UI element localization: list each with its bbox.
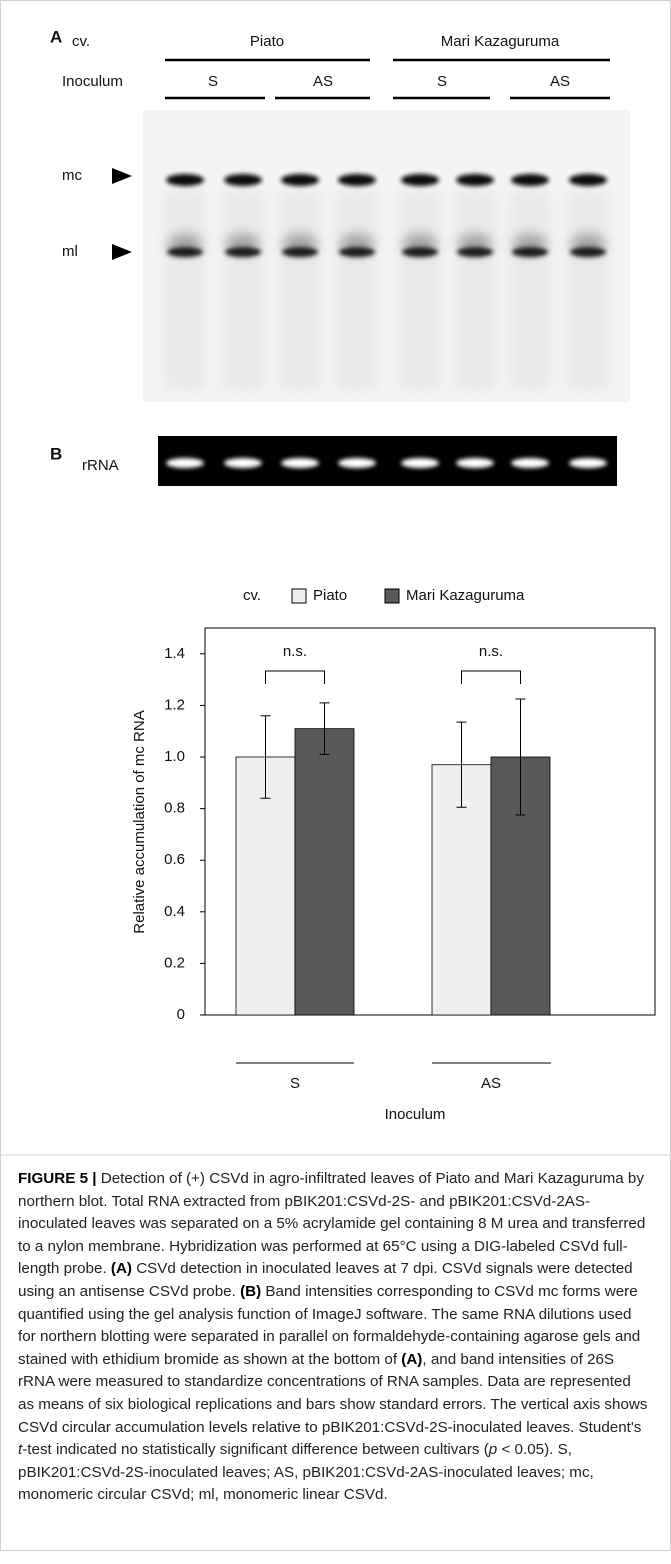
mc-band [281,174,319,186]
significance-label: n.s. [479,643,503,660]
band-label: ml [62,243,78,260]
ml-band [167,247,203,257]
inoculum: S [208,73,218,90]
y-tick-label: 1.0 [164,748,185,765]
ml-band [282,247,318,257]
smear [165,190,205,390]
y-tick-label: 0.4 [164,903,185,920]
caption-run: -test indicated no statistically signifi… [22,1441,489,1458]
rrna-band [338,458,376,468]
inoculum: AS [313,73,333,90]
y-tick-label: 0.8 [164,800,185,817]
smear [400,190,440,390]
y-tick-label: 0 [177,1006,185,1023]
legend-label: Piato [313,587,347,604]
ml-band [225,247,261,257]
smear [568,190,608,390]
smear [337,190,377,390]
smear [223,190,263,390]
y-axis-title: Relative accumulation of mc RNA [131,710,148,933]
rrna-band [224,458,262,468]
mc-band [456,174,494,186]
ml-band [457,247,493,257]
legend-label: Mari Kazaguruma [406,587,525,604]
inoculum: AS [550,73,570,90]
smear [455,190,495,390]
x-axis-title: Inoculum [385,1106,446,1123]
mc-band [338,174,376,186]
panel-label: B [50,444,62,463]
smear [280,190,320,390]
lane-label: rRNA [82,457,119,474]
rrna-band [401,458,439,468]
ml-band [570,247,606,257]
bar [295,729,354,1015]
y-tick-label: 1.4 [164,645,185,662]
caption-run: p [489,1441,497,1458]
legend-swatch [385,589,399,603]
page: {"panel_a": {"label": "A", "cv_label": "… [0,0,671,1564]
caption-run: FIGURE 5 | [18,1170,97,1187]
legend-title: cv. [243,587,261,604]
caption-run: (A) [111,1260,132,1277]
band-label: mc [62,167,82,184]
caption-run: (B) [240,1283,261,1300]
inoculum-label: Inoculum [62,73,123,90]
y-tick-label: 0.6 [164,851,185,868]
mc-band [401,174,439,186]
cultivar-label: Piato [250,33,284,50]
smear [510,190,550,390]
figure-caption: FIGURE 5 | Detection of (+) CSVd in agro… [18,1168,650,1507]
rrna-band [281,458,319,468]
significance-bracket [266,671,325,684]
rrna-band [166,458,204,468]
x-tick-label: S [290,1075,300,1092]
significance-label: n.s. [283,643,307,660]
cv-label: cv. [72,33,90,50]
rrna-band [511,458,549,468]
rrna-band [569,458,607,468]
ml-band [512,247,548,257]
mc-band [511,174,549,186]
blot-membrane [143,110,630,402]
y-tick-label: 1.2 [164,696,185,713]
inoculum: S [437,73,447,90]
ml-band [339,247,375,257]
mc-band [224,174,262,186]
rrna-band [456,458,494,468]
mc-band [569,174,607,186]
x-tick-label: AS [481,1075,501,1092]
y-tick-label: 0.2 [164,954,185,971]
band-arrow [112,244,132,260]
legend-swatch [292,589,306,603]
panel-label: A [50,27,62,46]
band-arrow [112,168,132,184]
ml-band [402,247,438,257]
significance-bracket [462,671,521,684]
mc-band [166,174,204,186]
cultivar-label: Mari Kazaguruma [441,33,560,50]
caption-run: (A) [401,1351,422,1368]
